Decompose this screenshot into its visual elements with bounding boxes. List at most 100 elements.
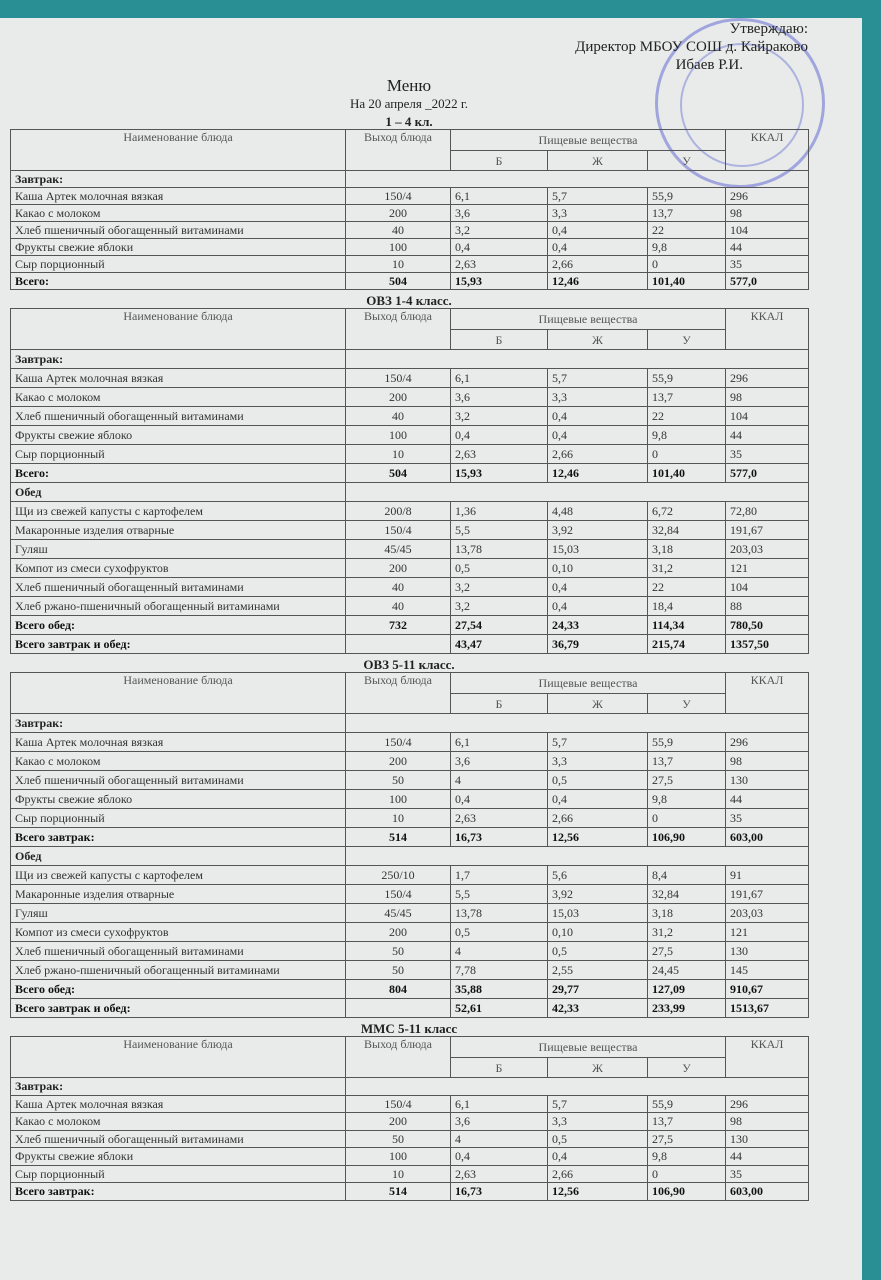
kcal-value: 780,50 — [725, 615, 809, 635]
dish-output: 10 — [345, 444, 451, 464]
kcal-value: 72,80 — [725, 501, 809, 521]
carbs-value: 18,4 — [647, 596, 726, 616]
fat-value: 15,03 — [547, 903, 648, 923]
dish-name: Сыр порционный — [10, 1164, 346, 1183]
dish-name: Всего завтрак и обед: — [10, 998, 346, 1018]
fat-value: 2,55 — [547, 960, 648, 980]
table-row: Хлеб ржано-пшеничный обогащенный витамин… — [10, 960, 809, 980]
carbs-value: 13,7 — [647, 387, 726, 407]
kcal-value: 1357,50 — [725, 634, 809, 654]
protein-value: 0,5 — [450, 558, 548, 578]
protein-value: 2,63 — [450, 808, 548, 828]
approval-position: Директор МБОУ СОШ д. Кайраково — [575, 39, 808, 55]
carbs-value: 55,9 — [647, 187, 726, 205]
dish-name: Щи из свежей капусты с картофелем — [10, 501, 346, 521]
protein-value: 16,73 — [450, 827, 548, 847]
kcal-value: 203,03 — [725, 903, 809, 923]
protein-value: 0,4 — [450, 425, 548, 445]
dish-name: Щи из свежей капусты с картофелем — [10, 865, 346, 885]
protein-value: 4 — [450, 941, 548, 961]
table-row: Хлеб пшеничный обогащенный витаминами 40… — [10, 406, 809, 426]
table-row: Компот из смеси сухофруктов 200 0,5 0,10… — [10, 558, 809, 578]
fat-value: 2,66 — [547, 808, 648, 828]
section-row: Завтрак: — [10, 713, 809, 733]
section-label: Обед — [10, 482, 346, 502]
protein-value: 35,88 — [450, 979, 548, 999]
dish-output: 40 — [345, 596, 451, 616]
dish-output: 50 — [345, 941, 451, 961]
section-row: Завтрак: — [10, 170, 809, 188]
table-title: ОВЗ 1-4 класс. — [366, 293, 452, 308]
protein-value: 6,1 — [450, 187, 548, 205]
kcal-value: 296 — [725, 187, 809, 205]
kcal-value: 577,0 — [725, 272, 809, 290]
kcal-value: 191,67 — [725, 520, 809, 540]
header-kcal: ККАЛ — [725, 308, 809, 350]
menu-date: На 20 апреля _2022 г. — [349, 96, 469, 111]
fat-value: 12,56 — [547, 1182, 648, 1201]
fat-value: 3,3 — [547, 751, 648, 771]
header-name: Наименование блюда — [10, 308, 346, 350]
dish-output: 732 — [345, 615, 451, 635]
carbs-value: 27,5 — [647, 1129, 726, 1148]
header-fat: Ж — [547, 1057, 648, 1078]
fat-value: 2,66 — [547, 255, 648, 273]
carbs-value: 31,2 — [647, 558, 726, 578]
section-label: Завтрак: — [10, 713, 346, 733]
header-nutrients: Пищевые вещества — [450, 129, 726, 151]
header-nutrients: Пищевые вещества — [450, 308, 726, 330]
kcal-value: 121 — [725, 558, 809, 578]
dish-name: Фрукты свежие яблоко — [10, 789, 346, 809]
menu-table: Наименование блюда Выход блюда Пищевые в… — [10, 129, 809, 290]
kcal-value: 98 — [725, 387, 809, 407]
protein-value: 43,47 — [450, 634, 548, 654]
protein-value: 3,6 — [450, 751, 548, 771]
approval-signer: Ибаев Р.И. — [675, 57, 743, 73]
protein-value: 16,73 — [450, 1182, 548, 1201]
header-protein: Б — [450, 1057, 548, 1078]
section-row: Завтрак: — [10, 349, 809, 369]
dish-output: 40 — [345, 577, 451, 597]
fat-value: 3,3 — [547, 387, 648, 407]
fat-value: 0,5 — [547, 1129, 648, 1148]
table-row: Макаронные изделия отварные 150/4 5,5 3,… — [10, 884, 809, 904]
header-output: Выход блюда — [345, 1036, 451, 1078]
menu-table: Наименование блюда Выход блюда Пищевые в… — [10, 1036, 809, 1201]
dish-output: 150/4 — [345, 520, 451, 540]
kcal-value: 35 — [725, 808, 809, 828]
carbs-value: 55,9 — [647, 368, 726, 388]
table-row: Щи из свежей капусты с картофелем 250/10… — [10, 865, 809, 885]
carbs-value: 55,9 — [647, 1094, 726, 1113]
carbs-value: 31,2 — [647, 922, 726, 942]
table-row: Хлеб пшеничный обогащенный витаминами 50… — [10, 770, 809, 790]
table-row: Сыр порционный 10 2,63 2,66 0 35 — [10, 444, 809, 464]
carbs-value: 0 — [647, 255, 726, 273]
dish-name: Всего: — [10, 272, 346, 290]
table-row: Какао с молоком 200 3,6 3,3 13,7 98 — [10, 1112, 809, 1131]
fat-value: 0,4 — [547, 221, 648, 239]
carbs-value: 9,8 — [647, 425, 726, 445]
kcal-value: 35 — [725, 444, 809, 464]
carbs-value: 114,34 — [647, 615, 726, 635]
dish-name: Каша Артек молочная вязкая — [10, 1094, 346, 1113]
fat-value: 3,92 — [547, 884, 648, 904]
dish-output: 504 — [345, 272, 451, 290]
dish-name: Сыр порционный — [10, 808, 346, 828]
dish-name: Всего: — [10, 463, 346, 483]
kcal-value: 296 — [725, 368, 809, 388]
kcal-value: 130 — [725, 941, 809, 961]
protein-value: 4 — [450, 770, 548, 790]
carbs-value: 24,45 — [647, 960, 726, 980]
table-row: Какао с молоком 200 3,6 3,3 13,7 98 — [10, 751, 809, 771]
table-row: Хлеб пшеничный обогащенный витаминами 40… — [10, 221, 809, 239]
dish-output: 40 — [345, 406, 451, 426]
dish-output: 50 — [345, 1129, 451, 1148]
dish-output: 10 — [345, 255, 451, 273]
section-row: Обед — [10, 846, 809, 866]
protein-value: 6,1 — [450, 368, 548, 388]
kcal-value: 98 — [725, 204, 809, 222]
dish-name: Всего завтрак и обед: — [10, 634, 346, 654]
kcal-value: 98 — [725, 1112, 809, 1131]
fat-value: 12,46 — [547, 272, 648, 290]
fat-value: 0,4 — [547, 577, 648, 597]
